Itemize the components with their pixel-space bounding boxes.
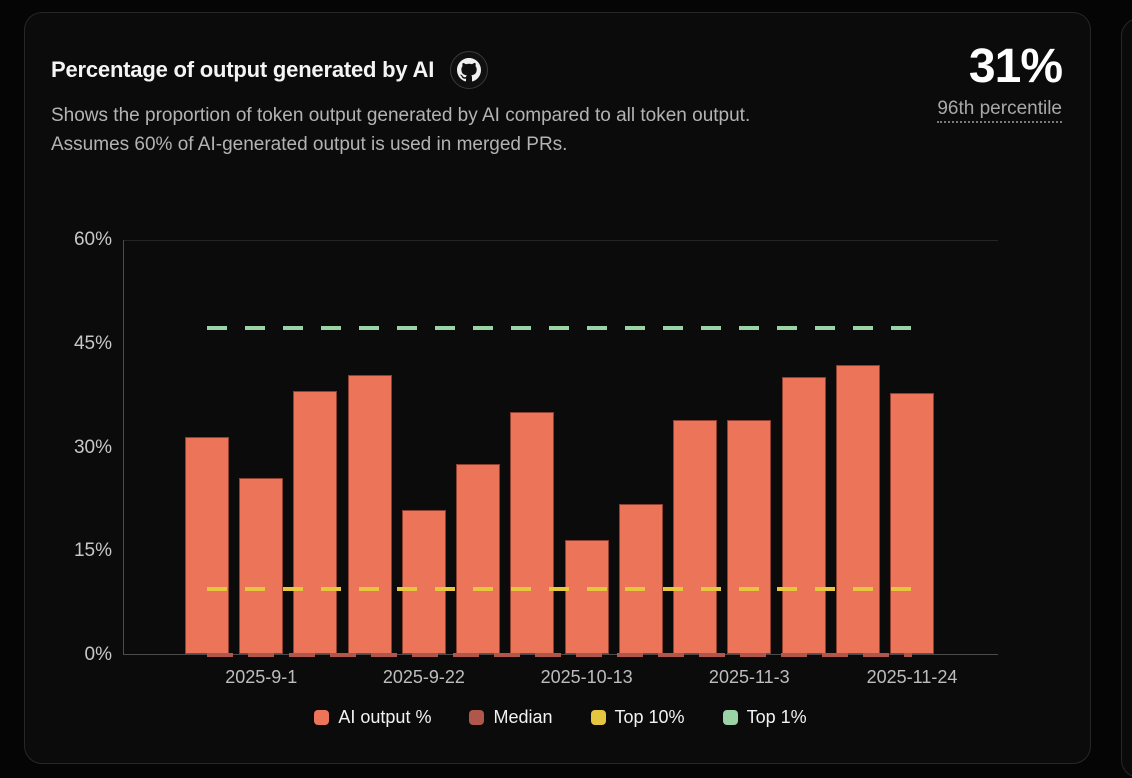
dashed-line-median — [207, 653, 912, 657]
legend-item-ai-output-[interactable]: AI output % — [314, 707, 431, 728]
github-button[interactable] — [450, 51, 489, 89]
stat-percentile[interactable]: 96th percentile — [937, 98, 1062, 123]
x-axis-tick: 2025-9-22 — [382, 667, 465, 687]
legend-swatch-icon — [590, 710, 606, 725]
legend-item-median[interactable]: Median — [469, 707, 553, 728]
bar-2025-9-22[interactable] — [401, 510, 446, 654]
plot-area: 0% 15% 30% 45% 60% 2025-9-1 2025-9-22 2025-10-1… — [74, 229, 998, 687]
card-description: Shows the proportion of token output gen… — [51, 105, 751, 156]
bar-2025-11-3[interactable] — [727, 420, 772, 654]
bar-2025-10-6[interactable] — [510, 411, 555, 654]
legend-label: Top 1% — [746, 707, 807, 727]
legend-label: Top 10% — [614, 707, 685, 727]
bar-2025-11-24[interactable] — [889, 392, 934, 654]
legend-swatch-icon — [314, 710, 330, 725]
adjacent-card — [1121, 18, 1132, 778]
chart-legend: AI output % Median Top 10% Top 1% — [123, 707, 998, 728]
card-header: Percentage of output generated by AI — [51, 51, 489, 89]
stat-value: 31% — [968, 40, 1063, 93]
legend-item-top-10-[interactable]: Top 10% — [590, 707, 685, 728]
legend-swatch-icon — [469, 710, 485, 725]
x-axis-tick: 2025-10-13 — [540, 667, 633, 687]
x-axis-tick: 2025-11-3 — [708, 667, 790, 687]
bar-2025-11-17[interactable] — [835, 364, 880, 654]
github-icon — [457, 58, 482, 82]
metric-card: Percentage of output generated by AI 31%… — [24, 12, 1091, 764]
x-axis-tick: 2025-9-1 — [225, 667, 298, 687]
stat-block: 31% 96th percentile — [937, 40, 1063, 123]
y-axis-tick: 15% — [73, 540, 112, 562]
bar-2025-10-27[interactable] — [673, 419, 718, 654]
bar-2025-9-29[interactable] — [456, 464, 501, 654]
bar-2025-9-1[interactable] — [239, 477, 284, 654]
dashed-line-top1 — [207, 325, 912, 330]
bar-2025-9-8[interactable] — [293, 391, 338, 654]
bar-2025-8-25[interactable] — [185, 436, 229, 654]
y-axis-tick: 0% — [84, 644, 112, 665]
legend-label: AI output % — [338, 707, 432, 727]
legend-label: Median — [493, 707, 553, 727]
bar-2025-10-13[interactable] — [564, 539, 609, 654]
bar-2025-11-10[interactable] — [781, 377, 826, 654]
x-axis-tick: 2025-11-24 — [866, 667, 958, 687]
dashed-line-top10 — [207, 586, 912, 591]
y-axis-tick: 30% — [73, 436, 112, 458]
legend-item-top-1-[interactable]: Top 1% — [722, 707, 807, 728]
y-axis-tick: 45% — [73, 332, 112, 354]
bar-2025-9-15[interactable] — [347, 374, 392, 654]
gridline-60pct — [124, 240, 998, 241]
card-title: Percentage of output generated by AI — [51, 57, 435, 82]
legend-swatch-icon — [722, 710, 738, 725]
bar-2025-10-20[interactable] — [618, 503, 663, 654]
y-axis-tick: 60% — [73, 229, 112, 250]
